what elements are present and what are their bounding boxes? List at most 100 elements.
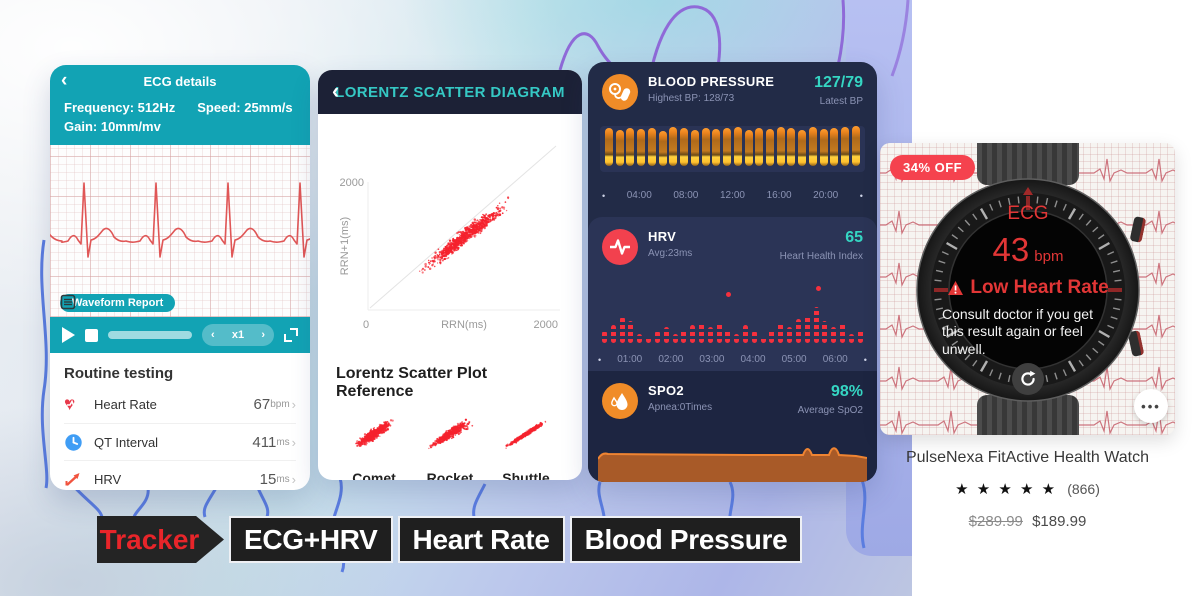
list-item-heart-rate[interactable]: ♥ Heart Rate 67 bpm ›	[64, 386, 296, 423]
banner-heart-rate: Heart Rate	[397, 516, 565, 563]
ecg-settings-bar: Frequency: 512Hz Speed: 25mm/s Gain: 10m…	[50, 97, 310, 145]
report-doc-icon	[60, 294, 76, 310]
watch-band-top	[977, 143, 1079, 185]
star-rating: ★ ★ ★ ★ ★	[955, 481, 1058, 498]
comet-scatter	[355, 419, 394, 448]
svg-text:0: 0	[363, 319, 369, 331]
feature-banner: Tracker ECG+HRV Heart Rate Blood Pressur…	[97, 516, 803, 563]
watch-message: Consult doctor if you get this result ag…	[942, 306, 1093, 357]
back-icon[interactable]: ‹	[332, 80, 339, 103]
blood-pressure-panel: BLOOD PRESSURE Highest BP: 128/73 127/79…	[588, 62, 877, 482]
reference-heading: Lorentz Scatter Plot Reference	[336, 365, 488, 400]
stop-button[interactable]	[85, 328, 98, 342]
spo2-subtitle: Apnea:0Times	[648, 402, 713, 413]
lorentz-header: ‹ LORENTZ SCATTER DIAGRAM	[318, 70, 582, 114]
ecg-frequency: Frequency: 512Hz	[64, 100, 176, 115]
bp-latest-value: 127/79	[814, 74, 863, 91]
waveform-report-badge[interactable]: Waveform Report	[60, 294, 176, 312]
spo2-average-value: 98%	[830, 383, 863, 400]
svg-text:RRN+1(ms): RRN+1(ms)	[339, 217, 351, 275]
hrv-pulse-icon	[602, 229, 638, 265]
list-item-qt-interval[interactable]: QT Interval 411 ms ›	[64, 423, 296, 460]
row-unit: ms	[276, 436, 290, 448]
lorentz-scatter-panel: ‹ LORENTZ SCATTER DIAGRAM 2000 0 2000 RR…	[318, 70, 582, 480]
routine-heading: Routine testing	[64, 365, 174, 382]
banner-blood-pressure: Blood Pressure	[569, 516, 803, 563]
bp-section-header: BLOOD PRESSURE Highest BP: 128/73 127/79…	[588, 62, 877, 110]
watch-bpm-unit: bpm	[1034, 248, 1064, 265]
old-price: $289.99	[968, 513, 1023, 530]
rocket-scatter	[428, 418, 474, 450]
ecg-gain: Gain: 10mm/mv	[64, 119, 161, 134]
scatter-reference-section: Lorentz Scatter Plot Reference Comet Roc…	[318, 365, 582, 480]
chevron-right-icon: ›	[291, 397, 296, 412]
speed-increase-button[interactable]: ›	[261, 329, 265, 341]
spo2-drop-icon	[602, 383, 638, 419]
watch-alert-text: Low Heart Rate	[970, 277, 1109, 298]
spo2-title: SPO2	[648, 383, 684, 398]
row-label: Heart Rate	[94, 397, 157, 412]
reference-rocket: Rocket	[412, 409, 488, 480]
hrv-section-header: HRV Avg:23ms 65 Heart Health Index	[588, 217, 877, 265]
playback-bar: ‹ x1 ›	[50, 317, 310, 353]
svg-text:2000: 2000	[534, 319, 558, 331]
speed-value: x1	[231, 329, 245, 341]
routine-testing-section: Routine testing ♥ Heart Rate 67 bpm ›	[50, 353, 310, 490]
hrv-trend-icon	[64, 470, 86, 488]
speed-control: ‹ x1 ›	[202, 324, 274, 346]
bp-subtitle: Highest BP: 128/73	[648, 93, 735, 104]
warning-icon	[948, 281, 964, 295]
list-item-hrv[interactable]: HRV 15 ms ›	[64, 460, 296, 490]
ecg-speed: Speed: 25mm/s	[197, 100, 293, 115]
ecg-panel-header: ‹ ECG details	[50, 65, 310, 97]
row-value: 67	[253, 396, 271, 413]
bp-time-axis: • 04:00 08:00 12:00 16:00 20:00 •	[602, 190, 863, 201]
product-image-card[interactable]: 34% OFF ECG 43 bpm Low Heart Rate Consult…	[880, 143, 1175, 435]
spo2-value-label: Average SpO2	[797, 405, 863, 416]
row-label: HRV	[94, 471, 122, 487]
hrv-bar-chart	[602, 281, 863, 343]
hrv-index-value: 65	[845, 229, 863, 246]
svg-text:2000: 2000	[340, 177, 364, 189]
product-info: PulseNexa FitActive Health Watch ★ ★ ★ ★…	[880, 449, 1175, 530]
play-button[interactable]	[62, 327, 75, 343]
ecg-panel-title: ECG details	[143, 73, 217, 89]
banner-tracker-arrow: Tracker	[97, 516, 224, 563]
speed-decrease-button[interactable]: ‹	[211, 329, 215, 341]
spo2-section: SPO2 Apnea:0Times 98% Average SpO2	[588, 371, 877, 482]
hrv-section: HRV Avg:23ms 65 Heart Health Index • 01:…	[588, 217, 877, 371]
back-icon[interactable]: ‹	[61, 70, 68, 91]
hrv-time-axis: • 01:00 02:00 03:00 04:00 05:00 06:00 •	[598, 354, 867, 365]
bp-value-label: Latest BP	[819, 96, 863, 107]
watch-screen-content: ECG 43 bpm Low Heart Rate Consult doctor …	[942, 203, 1114, 396]
refresh-button[interactable]	[1012, 363, 1044, 396]
heart-icon: ♥	[64, 395, 86, 414]
spo2-area-chart	[598, 447, 867, 482]
svg-text:RRN(ms): RRN(ms)	[441, 319, 487, 331]
row-unit: bpm	[270, 399, 290, 410]
ecg-trace	[50, 182, 310, 258]
fullscreen-icon[interactable]	[284, 328, 298, 342]
spo2-section-header: SPO2 Apnea:0Times 98% Average SpO2	[588, 371, 877, 419]
reference-comet: Comet	[336, 409, 412, 480]
playback-slider[interactable]	[108, 331, 192, 339]
hrv-value-label: Heart Health Index	[779, 251, 863, 262]
blood-pressure-icon	[602, 74, 638, 110]
hrv-subtitle: Avg:23ms	[648, 248, 693, 259]
row-label: QT Interval	[94, 434, 159, 450]
banner-ecg-hrv: ECG+HRV	[229, 516, 393, 563]
ecg-waveform-chart: Waveform Report	[50, 145, 310, 317]
lorentz-title: LORENTZ SCATTER DIAGRAM	[335, 83, 565, 101]
more-options-button[interactable]: •••	[1134, 389, 1168, 423]
product-title[interactable]: PulseNexa FitActive Health Watch	[905, 449, 1150, 466]
shuttle-scatter	[505, 420, 547, 449]
review-count[interactable]: (866)	[1067, 481, 1100, 497]
bp-bar-chart	[600, 126, 865, 172]
reference-shuttle: Shuttle	[488, 409, 564, 480]
chevron-right-icon: ›	[291, 434, 296, 450]
lorentz-scatter-chart: 2000 0 2000 RRN(ms) RRN+1(ms)	[339, 145, 560, 331]
hrv-title: HRV	[648, 229, 677, 244]
current-price: $189.99	[1032, 513, 1087, 530]
chevron-right-icon: ›	[291, 471, 296, 487]
